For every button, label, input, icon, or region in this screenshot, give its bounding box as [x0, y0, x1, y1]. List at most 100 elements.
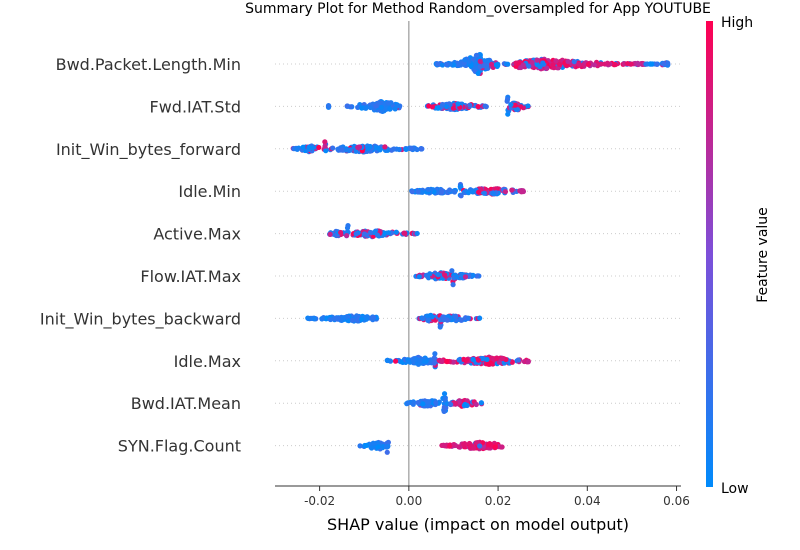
shap-point — [462, 274, 469, 280]
shap-point — [441, 408, 447, 414]
shap-point — [464, 357, 470, 363]
feature-label: Init_Win_bytes_forward — [56, 140, 241, 160]
chart-title: Summary Plot for Method Random_oversampl… — [245, 1, 711, 17]
shap-point — [345, 222, 351, 229]
shap-point — [420, 401, 426, 407]
shap-point — [502, 189, 509, 195]
shap-point — [421, 358, 427, 364]
shap-point — [333, 315, 339, 321]
shap-point — [477, 315, 483, 321]
shap-point — [484, 58, 490, 64]
shap-point — [353, 148, 359, 154]
shap-point — [585, 61, 591, 68]
shap-point — [504, 96, 511, 103]
feature-points — [325, 94, 531, 117]
shap-point — [402, 230, 408, 236]
shap-point — [416, 274, 422, 280]
shap-point — [544, 65, 550, 71]
feature-label: SYN.Flag.Count — [118, 437, 241, 456]
shap-point — [433, 400, 439, 406]
shap-point — [470, 356, 476, 362]
shap-point — [427, 271, 433, 277]
shap-point — [471, 445, 477, 451]
shap-point — [340, 315, 346, 321]
shap-point — [576, 62, 582, 68]
shap-point — [339, 147, 345, 153]
shap-point — [493, 62, 500, 68]
shap-point — [338, 229, 344, 236]
shap-point — [565, 58, 571, 65]
shap-point — [322, 143, 328, 149]
shap-point — [394, 103, 401, 109]
shap-point — [458, 317, 464, 323]
shap-point — [486, 441, 492, 447]
feature-label: Active.Max — [153, 225, 241, 244]
shap-point — [465, 315, 472, 321]
x-axis-ticks: -0.02 0.00 0.02 0.04 0.06 — [304, 486, 690, 508]
shap-point — [484, 65, 490, 71]
shap-point — [439, 189, 445, 195]
feature-points — [404, 391, 485, 414]
shap-point — [450, 282, 456, 288]
feature-label: Fwd.IAT.Std — [150, 97, 242, 116]
shap-point — [363, 105, 369, 111]
shap-point — [483, 104, 489, 110]
shap-point — [456, 357, 462, 363]
shap-point — [450, 105, 457, 111]
colorbar-low-label: Low — [721, 481, 749, 497]
shap-point — [409, 189, 415, 195]
feature-points — [357, 439, 505, 455]
shap-point — [294, 146, 300, 152]
shap-point — [462, 401, 468, 408]
shap-point — [509, 359, 515, 365]
shap-point — [525, 103, 531, 109]
shap-point — [425, 317, 431, 323]
shap-point — [448, 401, 454, 408]
shap-point — [385, 100, 391, 106]
feature-points — [305, 312, 483, 330]
shap-point — [481, 190, 487, 196]
shap-point — [384, 449, 390, 455]
feature-label: Idle.Min — [178, 182, 241, 201]
shap-point — [431, 355, 437, 361]
shap-point — [470, 189, 476, 195]
shap-point — [473, 401, 479, 408]
colorbar-high-label: High — [721, 15, 753, 31]
shap-point — [359, 105, 365, 111]
shap-point — [429, 104, 435, 110]
shap-point — [387, 106, 393, 112]
shap-point — [654, 61, 660, 67]
shap-point — [370, 440, 376, 446]
x-tick-label: 0.02 — [485, 494, 512, 508]
shap-point — [344, 147, 350, 153]
feature-points — [384, 351, 531, 370]
shap-point — [305, 315, 311, 322]
shap-point — [571, 59, 577, 65]
shap-point — [378, 104, 384, 111]
feature-label: Init_Win_bytes_backward — [40, 309, 241, 329]
shap-point — [456, 444, 462, 450]
shap-point — [525, 359, 531, 365]
shap-point — [356, 144, 363, 150]
shap-point — [363, 232, 370, 238]
shap-point — [490, 190, 497, 197]
feature-points — [433, 52, 671, 77]
shap-point — [364, 442, 370, 448]
shap-point — [458, 193, 464, 199]
shap-point — [450, 359, 457, 365]
shap-point — [384, 357, 390, 363]
shap-point — [408, 145, 414, 151]
shap-point — [509, 187, 515, 193]
shap-point — [350, 317, 356, 323]
shap-point — [477, 443, 483, 449]
shap-point — [429, 314, 435, 320]
shap-point — [306, 144, 312, 150]
shap-point — [344, 232, 350, 239]
shap-point — [647, 61, 653, 67]
shap-point — [484, 356, 490, 363]
shap-point — [435, 105, 441, 111]
shap-point — [367, 229, 374, 236]
shap-point — [454, 274, 460, 280]
feature-label: Idle.Max — [174, 352, 241, 371]
